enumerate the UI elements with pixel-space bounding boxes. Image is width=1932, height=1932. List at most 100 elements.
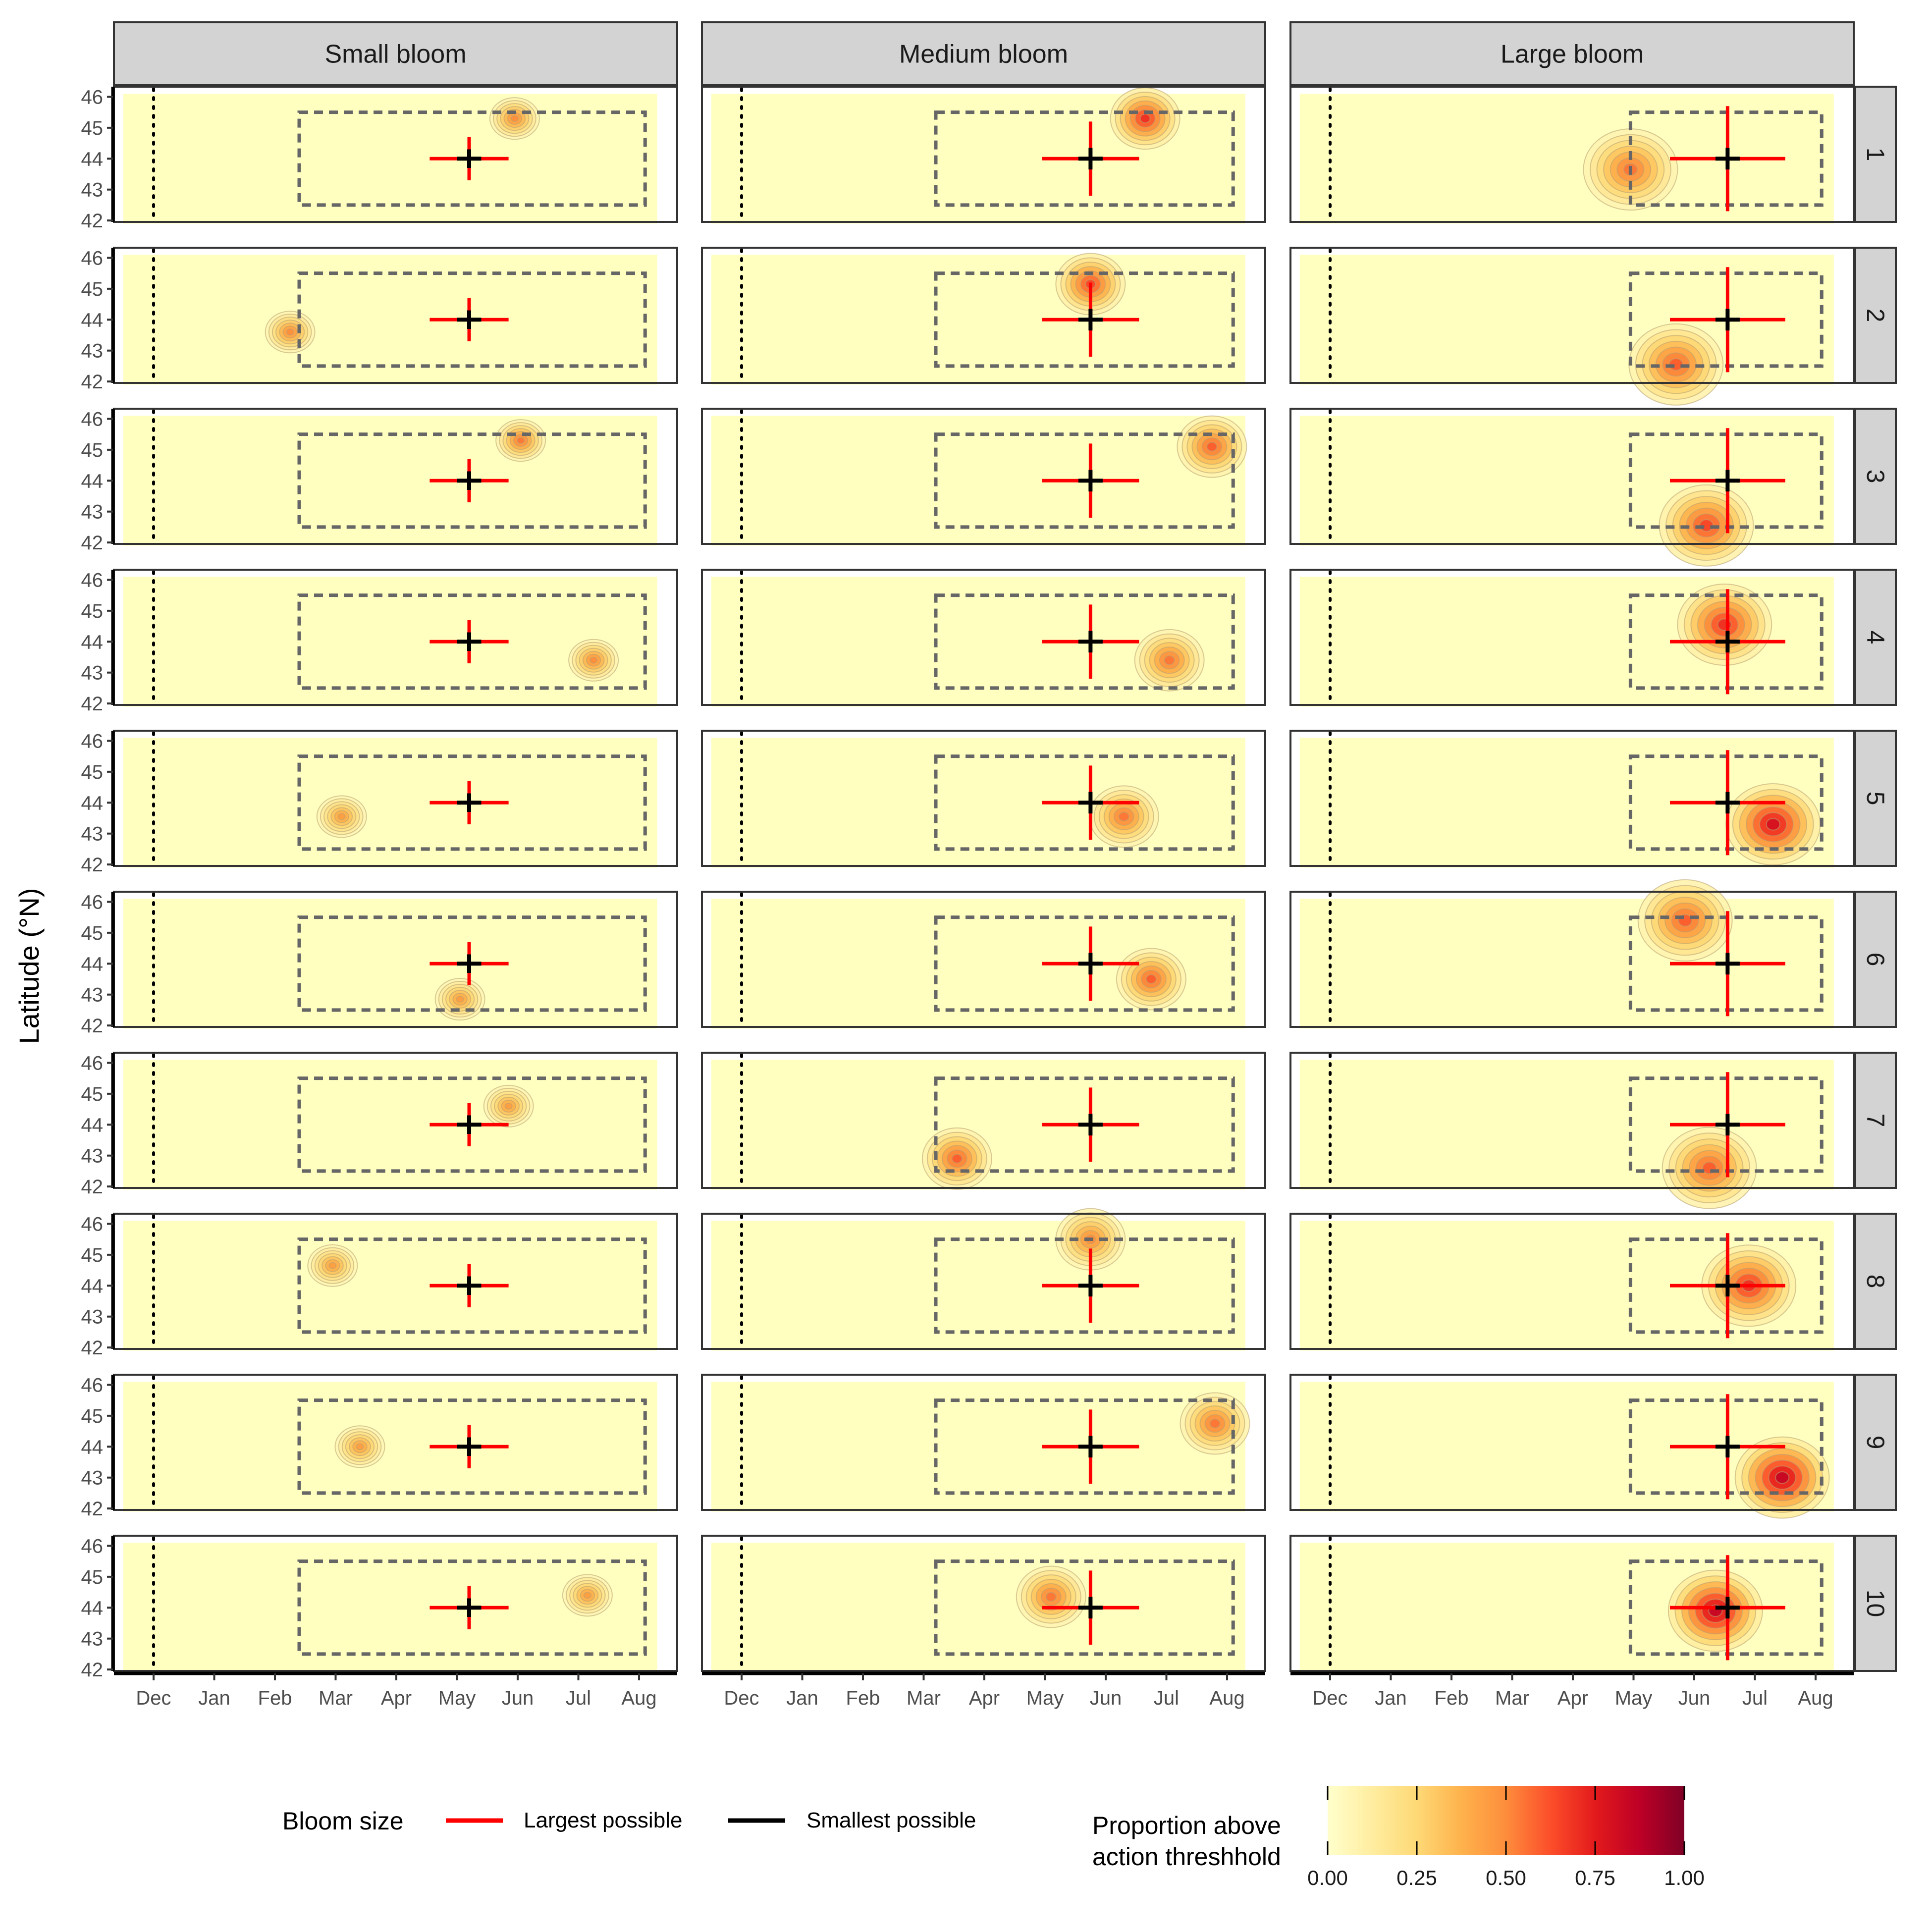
panel-border xyxy=(1289,1374,1855,1511)
panel xyxy=(701,86,1266,224)
panel-border xyxy=(1289,86,1855,223)
panels-layer: Small bloom42434445464243444546424344454… xyxy=(81,21,1897,1709)
legend-largest-label: Largest possible xyxy=(524,1808,682,1832)
y-tick-label: 42 xyxy=(81,371,104,393)
x-tick-label: Aug xyxy=(1209,1687,1244,1709)
x-tick-label: Aug xyxy=(621,1687,656,1709)
y-tick-label: 43 xyxy=(81,1306,104,1328)
row-strip-label: 7 xyxy=(1862,1114,1889,1127)
y-tick-label: 42 xyxy=(81,1337,104,1359)
density-contour xyxy=(510,115,519,122)
y-tick-label: 46 xyxy=(81,569,104,591)
x-tick-label: Jun xyxy=(1090,1687,1122,1709)
y-axis-title: Latitude (°N) xyxy=(13,888,45,1044)
density-contour xyxy=(1209,1418,1221,1429)
row-strip-label: 10 xyxy=(1862,1590,1889,1617)
x-tick-label: Jun xyxy=(502,1687,534,1709)
panel-border xyxy=(701,1374,1266,1511)
panel xyxy=(701,408,1266,546)
panel xyxy=(701,1208,1266,1351)
zero-level-area xyxy=(123,577,657,707)
panel xyxy=(701,569,1266,707)
region-box xyxy=(934,432,1235,529)
y-tick-label: 46 xyxy=(81,1374,104,1396)
y-tick-label: 44 xyxy=(81,792,104,814)
y-tick-label: 44 xyxy=(81,148,104,170)
x-tick-label: Apr xyxy=(1557,1687,1588,1709)
region-box xyxy=(934,1076,1235,1173)
density-contour xyxy=(1145,974,1157,984)
y-tick-label: 46 xyxy=(81,891,104,913)
y-tick-label: 43 xyxy=(81,823,104,845)
y-tick-label: 43 xyxy=(81,501,104,523)
region-box xyxy=(934,1559,1235,1656)
y-tick-label: 45 xyxy=(81,1405,104,1427)
x-tick-label: May xyxy=(1615,1687,1653,1709)
row-strip-label: 8 xyxy=(1862,1275,1889,1288)
y-tick-label: 46 xyxy=(81,247,104,269)
region-box xyxy=(934,110,1235,207)
legend-fill-title-line2: action threshhold xyxy=(1092,1843,1281,1871)
column-strip xyxy=(1289,21,1855,86)
panel: 42 43 44 45 46 xyxy=(81,1535,678,1681)
region-box xyxy=(934,754,1235,851)
zero-level-area xyxy=(123,1221,657,1351)
panel-border xyxy=(701,408,1266,545)
zero-level-area xyxy=(123,255,657,385)
panel-border xyxy=(1289,1213,1855,1350)
panel-border xyxy=(701,1535,1266,1672)
x-tick-label: Dec xyxy=(136,1687,171,1709)
density-contour xyxy=(589,656,598,664)
x-tick-label: Mar xyxy=(907,1687,941,1709)
y-tick-label: 42 xyxy=(81,693,104,715)
zero-level-area xyxy=(711,738,1245,868)
zero-level-area xyxy=(711,416,1245,546)
x-tick-label: Dec xyxy=(1312,1687,1347,1709)
row-strip xyxy=(1854,1535,1897,1672)
panel-border xyxy=(1289,1052,1855,1189)
y-tick-label: 46 xyxy=(81,1213,104,1235)
y-tick-label: 46 xyxy=(81,1052,104,1074)
density-contour xyxy=(504,1102,513,1110)
zero-level-area xyxy=(123,94,657,224)
row-strip xyxy=(1854,1213,1897,1350)
y-tick-label: 43 xyxy=(81,1628,104,1650)
legend-colorbar-ticks: 0.00 0.25 0.50 0.75 1.00 xyxy=(1307,1786,1705,1889)
y-tick-label: 44 xyxy=(81,1275,104,1297)
panel: 9 xyxy=(1289,1374,1897,1519)
x-tick-label: Jul xyxy=(566,1687,591,1709)
x-tick-label: Jan xyxy=(786,1687,818,1709)
y-tick-label: 44 xyxy=(81,470,104,492)
panel-border xyxy=(1289,569,1855,706)
y-tick-label: 43 xyxy=(81,984,104,1006)
row-strip-label: 3 xyxy=(1862,470,1889,483)
region-box xyxy=(297,1398,647,1495)
row-strip xyxy=(1854,86,1897,223)
density-contour xyxy=(1118,811,1129,822)
panel: 4 xyxy=(1289,569,1897,707)
x-tick-label: Feb xyxy=(846,1687,880,1709)
region-box xyxy=(297,754,647,851)
row-strip xyxy=(1854,569,1897,706)
y-tick-label: 44 xyxy=(81,1114,104,1136)
region-box xyxy=(934,593,1235,690)
y-tick-label: 46 xyxy=(81,730,104,752)
row-strip-label: 5 xyxy=(1862,792,1889,805)
y-tick-label: 44 xyxy=(81,1597,104,1619)
row-strip-label: 1 xyxy=(1862,148,1889,161)
density-contour xyxy=(1206,441,1218,452)
legend-bloom-title: Bloom size xyxy=(282,1807,404,1835)
zero-level-area xyxy=(123,1382,657,1512)
panel-border xyxy=(701,891,1266,1028)
y-tick-label: 44 xyxy=(81,953,104,975)
y-tick-label: 45 xyxy=(81,761,104,783)
row-strip-label: 9 xyxy=(1862,1436,1889,1449)
x-tick-label: Jan xyxy=(1375,1687,1407,1709)
legend-smallest-label: Smallest possible xyxy=(806,1808,976,1832)
column-strip xyxy=(113,21,678,86)
density-contour xyxy=(583,1592,592,1599)
density-contour xyxy=(456,996,464,1003)
row-strip xyxy=(1854,408,1897,545)
panel: 42 43 44 45 46 xyxy=(81,730,678,876)
